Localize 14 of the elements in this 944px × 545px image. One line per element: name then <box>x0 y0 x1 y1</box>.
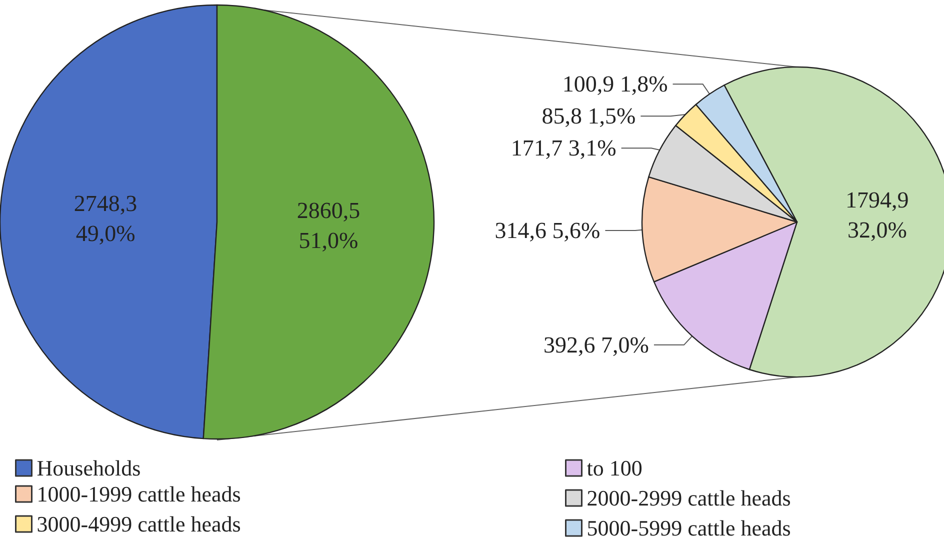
data-label: 1794,9 32,0% <box>846 187 909 242</box>
data-label: 171,7 3,1% <box>510 136 616 161</box>
legend-label: 2000-2999 cattle heads <box>586 486 791 510</box>
data-label: 100,9 1,8% <box>562 72 668 97</box>
data-label: 392,6 7,0% <box>544 332 649 358</box>
legend-label: 3000-4999 cattle heads <box>36 512 241 536</box>
legend-label: to 100 <box>586 456 642 480</box>
data-label: 2748,3 49,0% <box>74 190 138 246</box>
data-label: 314,6 5,6% <box>494 218 600 243</box>
data-label: 2860,5 51,0% <box>296 198 360 254</box>
legend-label: 1000-1999 cattle heads <box>36 482 241 506</box>
legend-label: 5000-5999 cattle heads <box>586 516 791 540</box>
data-label: 85,8 1,5% <box>542 104 636 129</box>
legend-label: Households <box>36 456 141 480</box>
